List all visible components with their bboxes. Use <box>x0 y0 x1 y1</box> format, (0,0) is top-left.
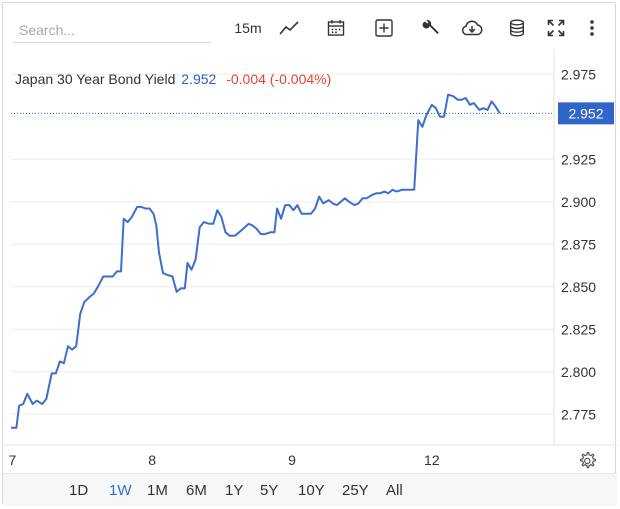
range-button-1y[interactable]: 1Y <box>225 482 244 499</box>
legend-change: -0.004 (-0.004%) <box>226 71 332 87</box>
chart-legend: Japan 30 Year Bond Yield 2.952 -0.004 (-… <box>15 71 331 87</box>
expand-icon <box>547 19 565 37</box>
search-input[interactable] <box>13 17 211 43</box>
drawing-tools-button[interactable] <box>418 15 444 41</box>
series-line <box>11 93 501 429</box>
range-button-25y[interactable]: 25Y <box>342 482 369 499</box>
download-button[interactable] <box>458 15 486 41</box>
x-tick-label: 7 <box>8 452 16 468</box>
current-price-badge <box>558 102 614 125</box>
legend-price: 2.952 <box>181 71 217 87</box>
y-tick-label: 2.825 <box>561 321 596 337</box>
y-axis: 2.9752.9502.9252.9002.8752.8502.8252.800… <box>561 66 596 422</box>
price-badge-layer: 2.952 <box>558 102 614 125</box>
add-indicator-button[interactable] <box>371 15 397 41</box>
range-button-1w[interactable]: 1W <box>109 482 132 499</box>
range-button-10y[interactable]: 10Y <box>298 482 325 499</box>
price-chart[interactable]: 2.9752.9502.9252.9002.8752.8502.8252.800… <box>3 3 617 473</box>
series-layer <box>11 93 501 429</box>
calendar-icon <box>327 20 345 36</box>
y-tick-label: 2.900 <box>561 194 596 210</box>
y-tick-label: 2.925 <box>561 151 596 167</box>
y-tick-label: 2.800 <box>561 364 596 380</box>
y-tick-label: 2.775 <box>561 406 596 422</box>
range-button-6m[interactable]: 6M <box>186 482 207 499</box>
data-button[interactable] <box>504 15 530 41</box>
kebab-menu-icon <box>590 20 594 36</box>
cloud-download-icon <box>461 20 483 36</box>
range-button-all[interactable]: All <box>386 482 403 499</box>
chart-grid <box>3 49 617 446</box>
range-button-1d[interactable]: 1D <box>69 482 89 499</box>
database-icon <box>509 19 525 37</box>
x-tick-label: 8 <box>148 452 156 468</box>
x-tick-label: 9 <box>288 452 296 468</box>
current-price-label: 2.952 <box>568 105 603 121</box>
date-range-button[interactable] <box>323 15 349 41</box>
x-tick-label: 12 <box>424 452 440 468</box>
interval-label: 15m <box>234 20 262 36</box>
y-tick-label: 2.975 <box>561 66 596 82</box>
gear-icon <box>579 452 597 469</box>
line-chart-icon <box>279 21 299 35</box>
interval-button[interactable]: 15m <box>231 15 265 41</box>
y-tick-label: 2.850 <box>561 279 596 295</box>
chart-type-button[interactable] <box>276 15 302 41</box>
instrument-name: Japan 30 Year Bond Yield <box>15 71 176 87</box>
more-options-button[interactable] <box>581 15 603 41</box>
plus-square-icon <box>375 19 393 37</box>
wrench-icon <box>422 19 439 34</box>
y-tick-label: 2.875 <box>561 236 596 252</box>
range-button-1m[interactable]: 1M <box>147 482 168 499</box>
chart-toolbar: 15m <box>3 3 617 49</box>
fullscreen-button[interactable] <box>543 15 569 41</box>
chart-settings-button[interactable] <box>578 451 598 471</box>
time-range-bar: 1D 1W 1M 6M 1Y 5Y 10Y 25Y All <box>3 473 617 506</box>
range-button-5y[interactable]: 5Y <box>260 482 279 499</box>
x-axis: 7 8 9 12 <box>8 452 439 468</box>
